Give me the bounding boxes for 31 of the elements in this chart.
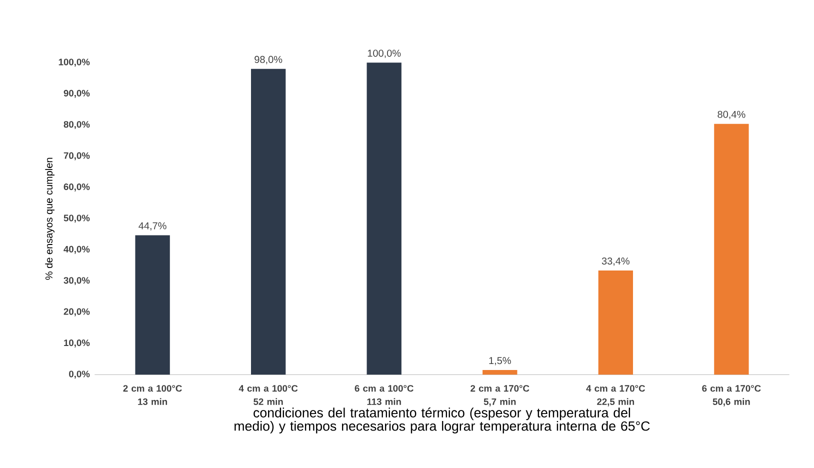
y-tick-label: 80,0%	[64, 121, 90, 130]
x-tick-label: 6 cm a 170°C 50,6 min	[702, 385, 761, 406]
data-label: 33,4%	[602, 257, 630, 266]
bar	[135, 235, 170, 375]
y-tick-label: 30,0%	[64, 277, 90, 286]
y-tick-label: 90,0%	[64, 90, 90, 98]
y-tick-label: 20,0%	[64, 308, 90, 316]
x-tick-label: 6 cm a 100°C 113 min	[354, 385, 414, 406]
y-tick-label: 60,0%	[64, 184, 90, 192]
x-axis-title: condiciones del tratamiento térmico (espesor y temperatura del medio) y tiempos necesarios para lograr temperatura interna de 65°C	[234, 408, 650, 434]
bar	[598, 270, 634, 375]
x-tick-label: 4 cm a 170°C 22,5 min	[586, 385, 646, 406]
data-label: 44,7%	[138, 222, 166, 230]
bar	[366, 62, 402, 375]
y-tick-label: 70,0%	[64, 152, 90, 160]
data-label: 100,0%	[368, 50, 401, 58]
y-tick-label: 50,0%	[64, 214, 90, 223]
data-label: 1,5%	[489, 357, 511, 366]
data-label: 98,0%	[254, 56, 282, 64]
x-tick-label: 2 cm a 170°C 5,7 min	[470, 385, 530, 406]
bar	[251, 68, 286, 375]
bar	[482, 370, 518, 375]
y-tick-label: 40,0%	[64, 246, 90, 254]
bar	[714, 124, 749, 375]
x-tick-label: 2 cm a 100°C 13 min	[123, 385, 182, 406]
data-label: 80,4%	[718, 110, 746, 120]
y-tick-label: 100,0%	[58, 58, 90, 67]
y-tick-label: 0,0%	[69, 370, 90, 379]
y-tick-label: 10,0%	[64, 340, 90, 348]
x-tick-label: 4 cm a 100°C 52 min	[238, 385, 298, 405]
y-axis-title: % de ensayos que cumplen	[45, 158, 54, 280]
